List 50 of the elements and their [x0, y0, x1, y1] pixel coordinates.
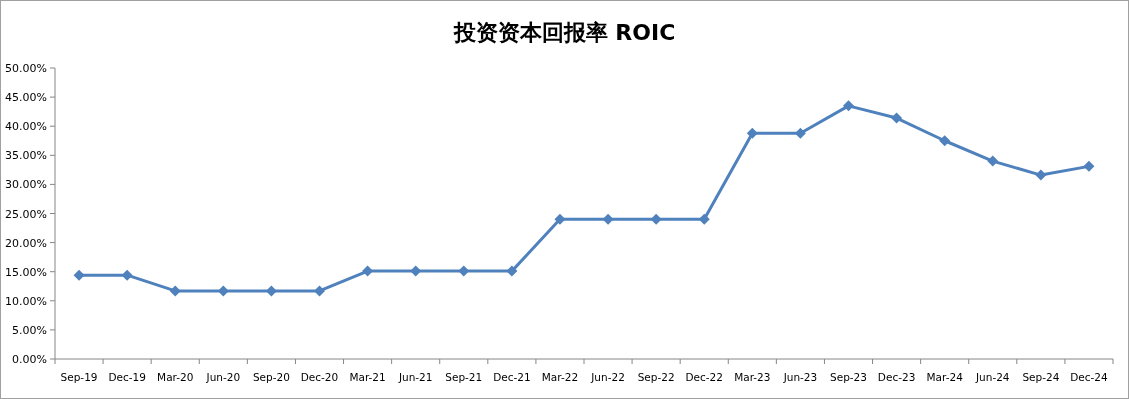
x-tick-label: Sep-21 [445, 371, 483, 383]
x-tick-label: Mar-24 [926, 371, 964, 383]
y-tick-label: 45.00% [5, 91, 47, 105]
y-tick-label: 25.00% [5, 207, 47, 221]
y-tick-label: 15.00% [5, 265, 47, 279]
point [121, 269, 133, 281]
x-tick-label: Mar-22 [541, 371, 579, 383]
y-tick-label: 20.00% [5, 236, 47, 250]
x-tick-label: Jun-23 [782, 371, 818, 383]
chart-title: 投资资本回报率 ROIC [452, 20, 676, 45]
point [73, 269, 85, 281]
point [602, 213, 614, 225]
point [1083, 160, 1095, 172]
point [1035, 169, 1047, 181]
point [169, 285, 181, 297]
point [746, 127, 758, 139]
x-tick-label: Sep-19 [60, 371, 98, 383]
x-tick-label: Jun-21 [397, 371, 433, 383]
x-tick-label: Jun-22 [590, 371, 625, 383]
point [650, 213, 662, 225]
y-tick-label: 0.00% [12, 353, 47, 366]
x-tick-label: Sep-23 [830, 371, 867, 383]
point [987, 155, 999, 167]
x-tick-label: Jun-20 [205, 371, 241, 383]
point [314, 285, 325, 297]
x-tick-label: Dec-24 [1070, 371, 1109, 383]
y-tick-label: 10.00% [5, 294, 47, 308]
y-tick-label: 40.00% [5, 120, 47, 134]
x-tick-label: Mar-21 [349, 371, 386, 383]
y-tick-label: 30.00% [5, 178, 47, 192]
x-tick-label: Dec-19 [108, 371, 146, 383]
y-tick-label: 5.00% [12, 323, 47, 337]
x-tick-label: Sep-24 [1022, 371, 1060, 383]
x-tick-label: Mar-23 [734, 371, 771, 383]
y-tick-label: 35.00% [5, 149, 47, 163]
point [891, 112, 903, 124]
x-tick-label: Dec-23 [877, 371, 916, 383]
x-tick-label: Mar-20 [157, 371, 194, 383]
x-tick-label: Sep-22 [637, 371, 675, 383]
x-tick-label: Sep-20 [252, 371, 290, 383]
x-tick-label: Jun-24 [974, 371, 1010, 383]
point [506, 265, 518, 277]
point [843, 100, 854, 112]
x-tick-label: Dec-20 [300, 371, 339, 383]
x-tick-label: Dec-21 [493, 371, 531, 383]
point [698, 213, 710, 225]
y-tick-label: 50.00% [5, 62, 47, 75]
point [554, 213, 566, 225]
x-tick-label: Dec-22 [685, 371, 723, 383]
point [939, 135, 951, 147]
